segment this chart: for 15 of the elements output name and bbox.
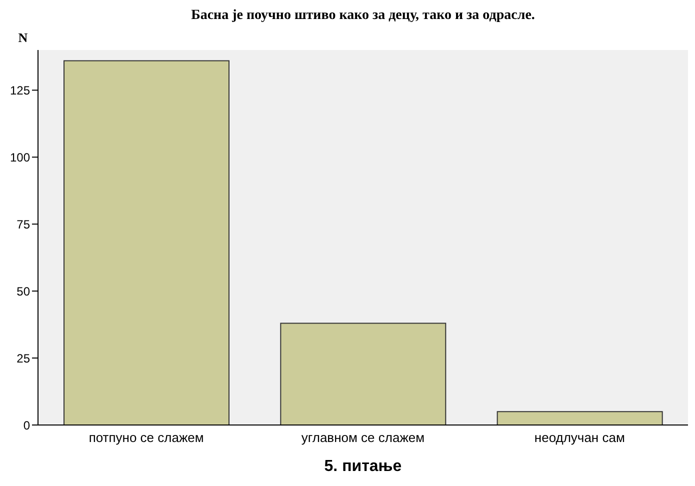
x-tick-label: углавном се слажем — [301, 430, 425, 446]
y-tick-label: 0 — [23, 418, 30, 432]
bar — [64, 60, 230, 425]
y-tick-label: 25 — [16, 351, 30, 366]
bar — [280, 322, 446, 425]
y-tick-label: 100 — [10, 150, 30, 164]
y-tick-label: 125 — [10, 83, 30, 98]
x-tick-label: потпуно се слажем — [88, 430, 204, 446]
chart-title: Басна је поучно штиво како за децу, тако и за одрасле. — [190, 8, 536, 25]
x-tick-label: неодлучан сам — [534, 430, 625, 446]
y-tick-label: 75 — [16, 217, 30, 232]
bar — [496, 411, 663, 425]
y-tick-label: 50 — [16, 284, 30, 298]
x-axis-title: 5. питање — [324, 458, 402, 475]
y-axis-title: N — [18, 30, 28, 45]
